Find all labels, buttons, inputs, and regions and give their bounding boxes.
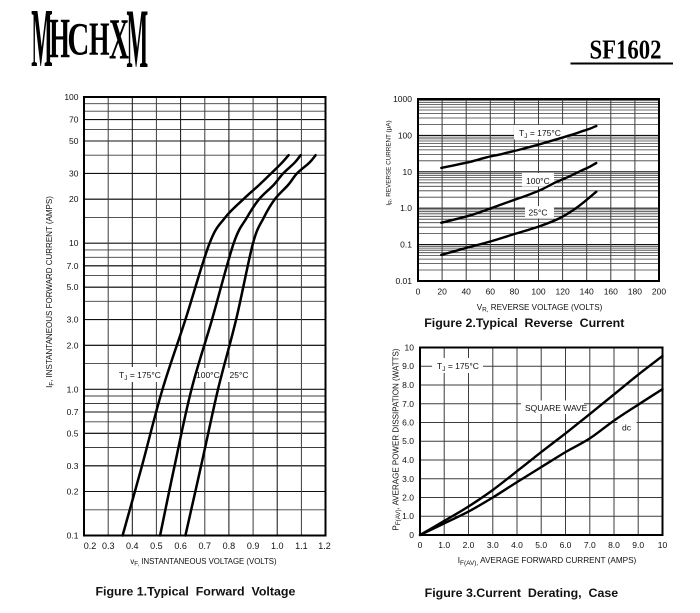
svg-text:7.0: 7.0 (67, 261, 79, 271)
svg-text:3.0: 3.0 (402, 474, 414, 484)
svg-text:C: C (67, 13, 89, 65)
svg-text:160: 160 (604, 287, 618, 297)
svg-text:20: 20 (69, 194, 79, 204)
svg-text:IR, REVERSE CURRENT (µA): IR, REVERSE CURRENT (µA) (386, 120, 394, 205)
svg-text:1.0: 1.0 (400, 203, 412, 213)
svg-text:80: 80 (510, 287, 520, 297)
svg-text:0.2: 0.2 (67, 487, 79, 497)
svg-text:100°C: 100°C (196, 370, 220, 380)
svg-text:TJ = 175°C: TJ = 175°C (437, 361, 479, 373)
svg-text:IF, INSTANTANEOUS FORWARD CURR: IF, INSTANTANEOUS FORWARD CURRENT (AMPS) (45, 196, 56, 388)
svg-text:vF, INSTANTANEOUS VOLTAGE (VOL: vF, INSTANTANEOUS VOLTAGE (VOLTS) (130, 557, 277, 568)
svg-text:10: 10 (403, 167, 413, 177)
svg-text:8.0: 8.0 (402, 380, 414, 390)
svg-text:0.3: 0.3 (102, 541, 115, 551)
svg-text:140: 140 (580, 287, 594, 297)
svg-text:5.0: 5.0 (535, 540, 547, 550)
svg-text:100°C: 100°C (526, 176, 550, 186)
svg-text:VR, REVERSE VOLTAGE (VOLTS): VR, REVERSE VOLTAGE (VOLTS) (477, 303, 603, 314)
svg-text:0.4: 0.4 (126, 541, 139, 551)
svg-text:1.2: 1.2 (318, 541, 331, 551)
svg-text:0.8: 0.8 (223, 541, 236, 551)
svg-text:SQUARE WAVE: SQUARE WAVE (525, 403, 588, 413)
svg-text:0: 0 (418, 540, 423, 550)
svg-text:0: 0 (416, 287, 421, 297)
svg-text:0.7: 0.7 (67, 407, 79, 417)
svg-text:1.0: 1.0 (67, 384, 79, 394)
svg-text:0.1: 0.1 (400, 240, 412, 250)
svg-text:dc: dc (622, 423, 632, 433)
svg-text:H: H (89, 13, 110, 66)
svg-text:1.0: 1.0 (438, 540, 450, 550)
svg-text:0.7: 0.7 (199, 541, 212, 551)
svg-text:100: 100 (531, 287, 545, 297)
svg-text:40: 40 (461, 287, 471, 297)
svg-text:120: 120 (556, 287, 570, 297)
svg-text:50: 50 (69, 136, 79, 146)
svg-text:0.9: 0.9 (247, 541, 260, 551)
svg-text:Figure 1.Typical Forward Vol: Figure 1.Typical Forward Voltage (95, 584, 295, 598)
svg-text:10: 10 (69, 238, 79, 248)
svg-text:0.5: 0.5 (67, 428, 79, 438)
svg-text:100: 100 (64, 92, 78, 102)
svg-text:5.0: 5.0 (67, 282, 79, 292)
svg-text:7.0: 7.0 (584, 540, 596, 550)
svg-text:25°C: 25°C (529, 208, 548, 218)
svg-text:2.0: 2.0 (67, 340, 79, 350)
svg-text:Figure 2.Typical Reverse Cur: Figure 2.Typical Reverse Current (424, 316, 624, 330)
svg-text:30: 30 (69, 168, 79, 178)
svg-text:60: 60 (486, 287, 496, 297)
svg-text:1.0: 1.0 (402, 511, 414, 521)
svg-text:M: M (31, 0, 52, 85)
svg-text:2.0: 2.0 (463, 540, 475, 550)
svg-text:1000: 1000 (393, 94, 412, 104)
svg-text:TJ = 175°C: TJ = 175°C (519, 128, 561, 140)
svg-text:180: 180 (628, 287, 642, 297)
svg-text:5.0: 5.0 (402, 436, 414, 446)
svg-text:8.0: 8.0 (608, 540, 620, 550)
svg-text:0.2: 0.2 (84, 541, 97, 551)
svg-text:3.0: 3.0 (67, 315, 79, 325)
svg-text:0: 0 (409, 530, 414, 540)
svg-text:IF(AV), AVERAGE FORWARD CURREN: IF(AV), AVERAGE FORWARD CURRENT (AMPS) (458, 556, 637, 567)
svg-text:10: 10 (658, 540, 668, 550)
svg-text:0.6: 0.6 (174, 541, 187, 551)
svg-text:H: H (49, 6, 70, 70)
svg-text:10: 10 (405, 343, 415, 353)
svg-text:PF(AV), AVERAGE POWER DISSIPAT: PF(AV), AVERAGE POWER DISSIPATION (WATTS… (392, 348, 403, 530)
svg-text:1.0: 1.0 (271, 541, 284, 551)
svg-text:25°C: 25°C (230, 370, 249, 380)
svg-text:1.1: 1.1 (295, 541, 308, 551)
svg-text:100: 100 (398, 130, 412, 140)
svg-text:0.1: 0.1 (67, 531, 79, 541)
svg-text:20: 20 (437, 287, 447, 297)
svg-text:6.0: 6.0 (560, 540, 572, 550)
svg-text:2.0: 2.0 (402, 493, 414, 503)
svg-text:4.0: 4.0 (402, 455, 414, 465)
svg-text:0.3: 0.3 (67, 461, 79, 471)
svg-text:X: X (109, 6, 129, 71)
svg-text:SF1602: SF1602 (590, 34, 662, 65)
svg-text:TJ = 175°C: TJ = 175°C (119, 370, 161, 382)
svg-text:6.0: 6.0 (402, 418, 414, 428)
svg-text:4.0: 4.0 (511, 540, 523, 550)
svg-text:Figure 3.Current Derating, C: Figure 3.Current Derating, Case (425, 586, 619, 600)
svg-text:0.5: 0.5 (150, 541, 163, 551)
svg-text:200: 200 (652, 287, 666, 297)
svg-text:3.0: 3.0 (487, 540, 499, 550)
svg-text:0.01: 0.01 (395, 276, 412, 286)
svg-text:70: 70 (69, 115, 79, 125)
svg-text:9.0: 9.0 (402, 361, 414, 371)
svg-text:9.0: 9.0 (632, 540, 644, 550)
svg-text:M: M (126, 0, 148, 86)
svg-text:7.0: 7.0 (402, 399, 414, 409)
